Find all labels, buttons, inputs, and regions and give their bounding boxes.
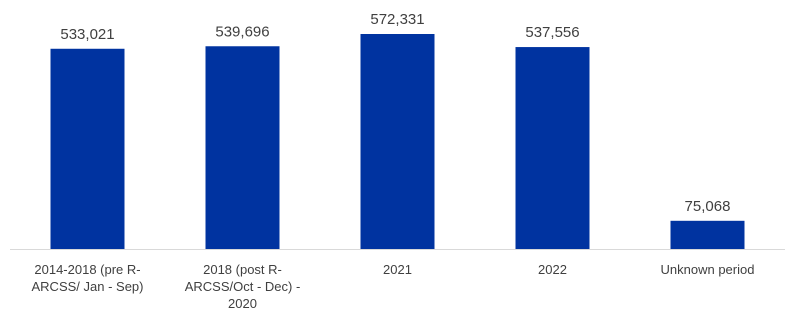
bar-1 — [50, 48, 125, 250]
category-label-5: Unknown period — [661, 262, 755, 277]
category-label-line: 2021 — [383, 262, 412, 277]
category-label-4: 2022 — [538, 262, 567, 277]
value-label-1: 533,021 — [60, 26, 114, 43]
category-label-line: 2020 — [228, 296, 257, 311]
bar-3 — [360, 34, 435, 249]
bars-group — [50, 34, 745, 250]
value-labels-group: 533,021 539,696 572,331 537,556 75,068 — [60, 11, 730, 215]
category-label-line: Unknown period — [661, 262, 755, 277]
category-label-line: ARCSS/Oct - Dec) - — [185, 279, 301, 294]
bar-4 — [515, 47, 590, 249]
category-labels-group: 2014-2018 (pre R- ARCSS/ Jan - Sep) 2018 (… — [32, 262, 755, 311]
category-label-line: 2018 (post R- — [203, 262, 282, 277]
value-label-5: 75,068 — [685, 198, 731, 215]
value-label-2: 539,696 — [215, 23, 269, 40]
value-label-3: 572,331 — [370, 11, 424, 28]
bar-2 — [205, 46, 280, 250]
category-label-line: 2014-2018 (pre R- — [34, 262, 140, 277]
category-label-2: 2018 (post R- ARCSS/Oct - Dec) - 2020 — [185, 262, 301, 311]
category-label-1: 2014-2018 (pre R- ARCSS/ Jan - Sep) — [32, 262, 144, 294]
value-label-4: 537,556 — [525, 24, 579, 41]
category-label-line: 2022 — [538, 262, 567, 277]
bar-5 — [670, 220, 745, 249]
category-label-line: ARCSS/ Jan - Sep) — [32, 279, 144, 294]
category-label-3: 2021 — [383, 262, 412, 277]
